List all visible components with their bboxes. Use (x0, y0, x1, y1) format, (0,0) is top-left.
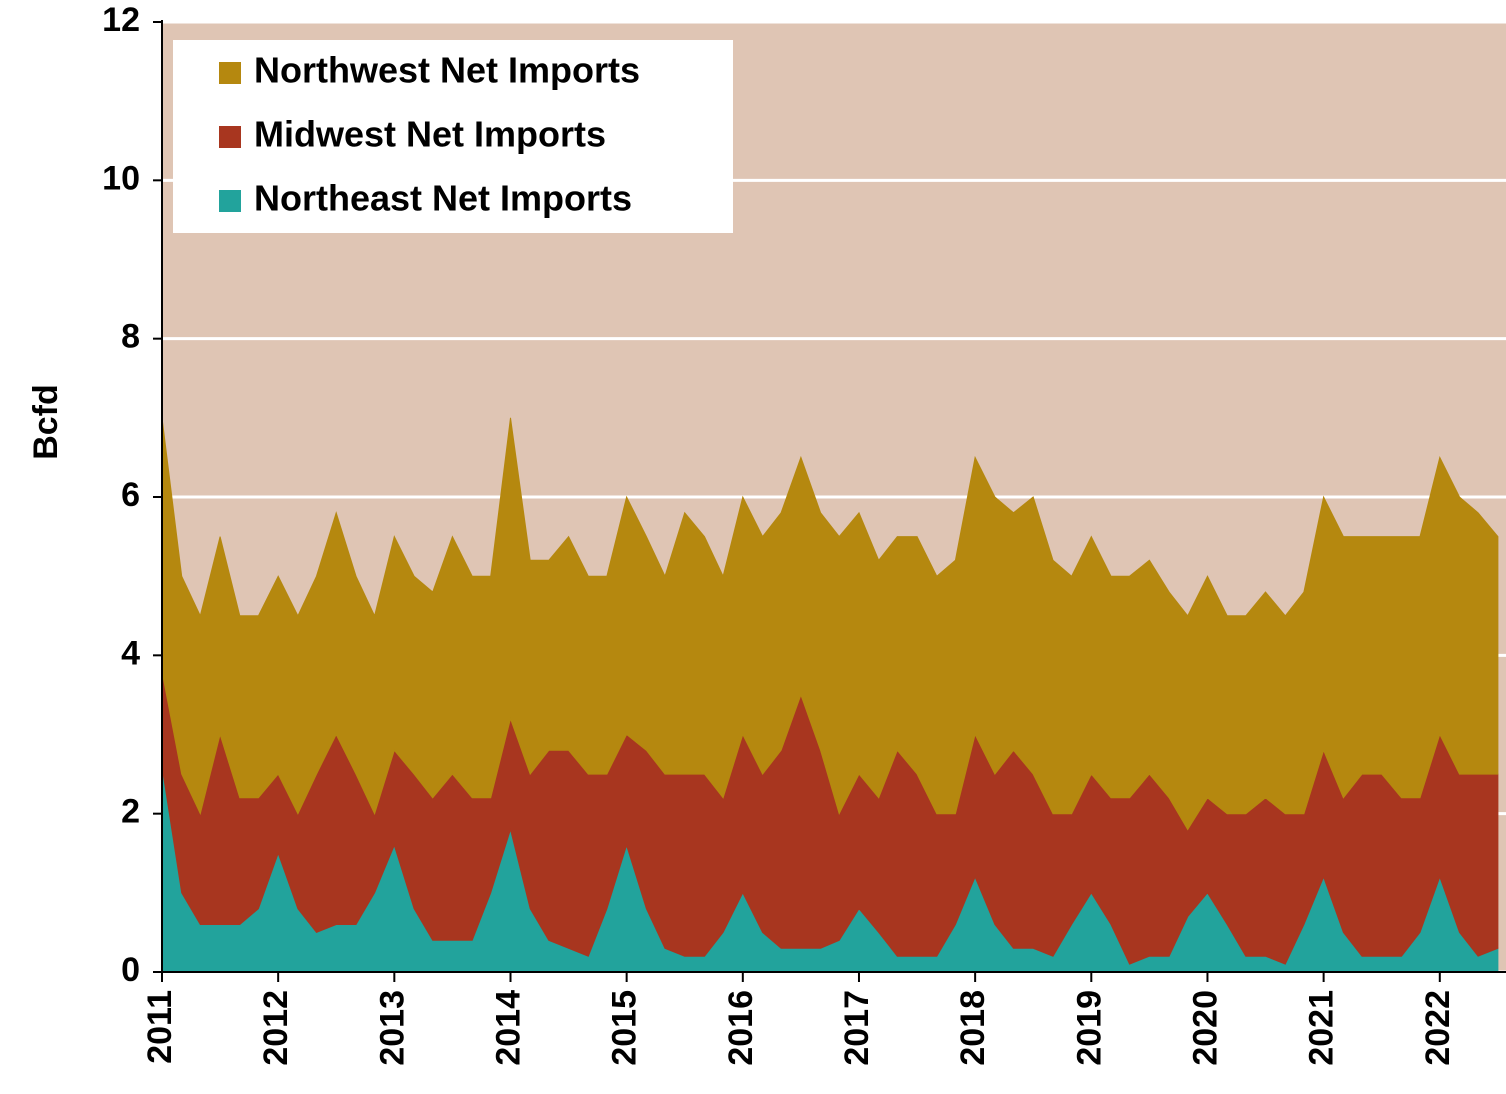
y-axis-label: Bcfd (27, 384, 65, 460)
legend-label: Northeast Net Imports (254, 178, 632, 219)
x-tick-label: 2014 (489, 990, 527, 1066)
legend-swatch (219, 190, 241, 212)
x-tick-label: 2022 (1419, 990, 1457, 1066)
legend-label: Midwest Net Imports (254, 114, 606, 155)
x-tick-label: 2012 (257, 990, 295, 1066)
x-tick-label: 2017 (838, 990, 876, 1066)
legend-swatch (219, 126, 241, 148)
x-tick-label: 2020 (1186, 990, 1224, 1066)
x-tick-label: 2019 (1070, 990, 1108, 1066)
y-tick-label: 6 (121, 476, 140, 514)
legend-swatch (219, 62, 241, 84)
legend: Northwest Net Imports Midwest Net Imports… (173, 40, 733, 233)
y-tick-label: 4 (121, 634, 140, 672)
legend-box (173, 40, 733, 233)
y-tick-label: 2 (121, 793, 140, 831)
x-tick-label: 2015 (606, 990, 644, 1066)
y-tick-label: 12 (102, 1, 140, 39)
x-tick-label: 2016 (722, 990, 760, 1066)
y-tick-label: 10 (102, 159, 140, 197)
x-tick-label: 2013 (373, 990, 411, 1066)
y-tick-label: 8 (121, 318, 140, 356)
x-tick-label: 2011 (141, 990, 179, 1064)
area (161, 417, 1499, 831)
legend-label: Northwest Net Imports (254, 50, 640, 91)
x-tick-label: 2021 (1303, 990, 1341, 1066)
y-tick-label: 0 (121, 951, 140, 989)
x-tick-label: 2018 (954, 990, 992, 1066)
